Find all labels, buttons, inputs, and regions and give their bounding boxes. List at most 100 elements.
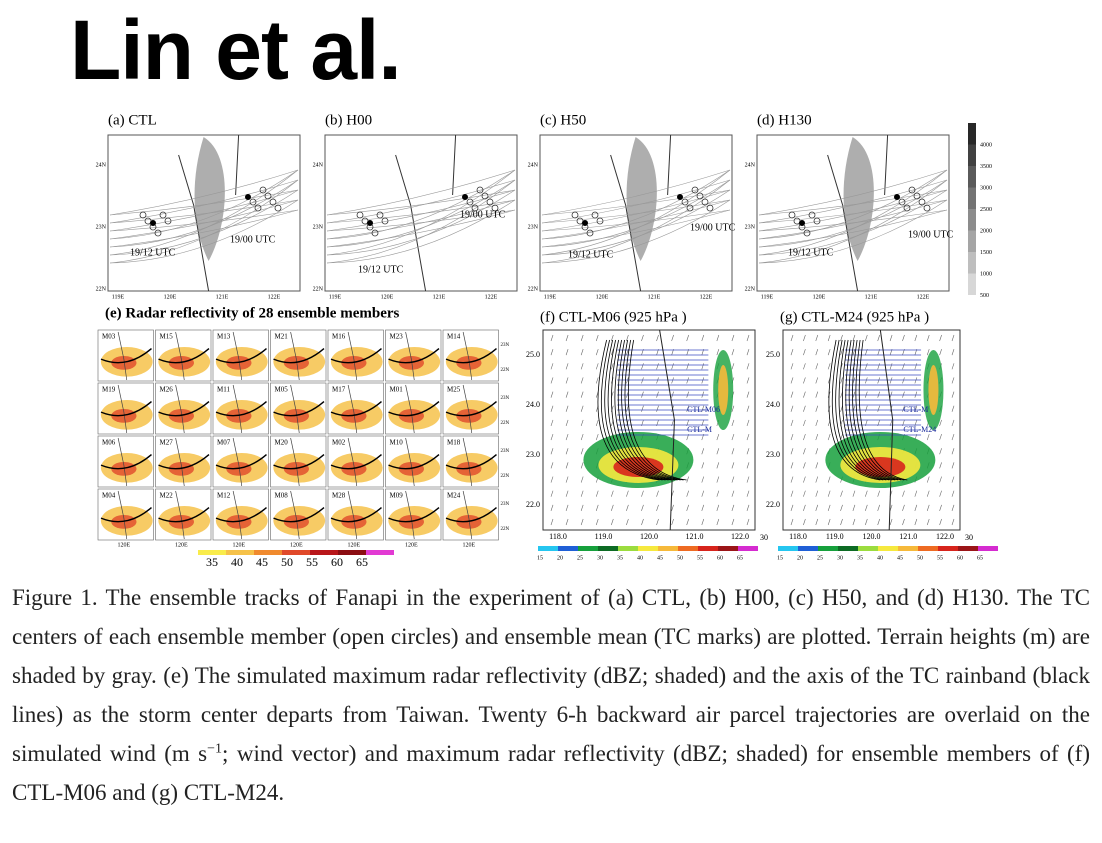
coastline <box>395 134 457 292</box>
wind-vector <box>827 490 831 497</box>
terrain <box>843 137 874 261</box>
colorbar-cell <box>968 230 976 252</box>
coastline <box>232 437 243 487</box>
mean-center <box>582 220 588 226</box>
member-center <box>571 211 579 219</box>
rainband-axis <box>100 507 152 523</box>
wind-vector <box>827 476 831 483</box>
trajectory <box>838 339 890 481</box>
member-center <box>164 217 172 225</box>
y-tick-label: 23N <box>313 224 324 230</box>
wind-vector <box>580 448 584 455</box>
wind-vector <box>716 349 720 356</box>
wind-vector <box>790 504 794 511</box>
rainband-axis <box>158 401 210 417</box>
rainband-axis <box>388 454 440 470</box>
terrain <box>194 137 225 261</box>
wind-vector <box>686 391 689 398</box>
coastline <box>117 437 128 487</box>
wind-vector <box>926 349 930 356</box>
x-tick-label: 121E <box>216 294 229 300</box>
rainband-axis <box>388 401 440 417</box>
trajectory <box>617 339 678 481</box>
x-tick-label: 121E <box>865 294 878 300</box>
wind-vector <box>565 448 569 455</box>
annotation: 19/00 UTC <box>690 222 736 233</box>
rainband-axis <box>445 454 497 470</box>
track <box>541 209 731 248</box>
coastline <box>117 331 128 381</box>
colorbar-cell <box>858 546 878 551</box>
member-label: M19 <box>102 386 116 394</box>
y-tick-label: 23N <box>501 502 510 507</box>
wind-vector <box>790 433 794 441</box>
y-tick-label: 25.0 <box>526 350 540 359</box>
trajectory <box>848 339 899 481</box>
wind-vector <box>840 504 843 511</box>
colorbar-cell <box>968 166 976 188</box>
annotation: 19/12 UTC <box>130 247 176 258</box>
wind-vector <box>803 490 806 497</box>
wind-vector <box>790 448 794 455</box>
wind-vector <box>877 518 880 526</box>
colorbar-cell <box>558 546 578 551</box>
wind-vector <box>939 462 942 469</box>
member-center <box>686 204 694 212</box>
wind-vector <box>611 504 614 511</box>
wind-vector <box>716 504 720 511</box>
wind-vector <box>902 363 905 370</box>
x-tick-label: 121E <box>433 294 446 300</box>
wind-vector <box>951 334 955 342</box>
wind-vector <box>716 490 720 497</box>
mean-center <box>462 194 468 200</box>
reflectivity <box>718 365 729 415</box>
member-center <box>466 198 474 206</box>
wind-vector <box>565 476 569 483</box>
y-tick-label: 24.0 <box>766 400 780 409</box>
wind-vector <box>803 334 806 342</box>
wind-vector <box>626 504 629 511</box>
wind-vector <box>951 419 955 427</box>
wind-vector <box>656 518 659 526</box>
wind-vector <box>939 334 942 342</box>
wind-vector <box>671 377 674 384</box>
wind-vector <box>701 363 705 370</box>
trajectory <box>614 339 675 481</box>
wind-vector <box>565 518 569 526</box>
colorbar-label: 1000 <box>980 271 992 277</box>
wind-vector <box>565 490 569 497</box>
wind-vector <box>686 363 689 370</box>
member-label: M06 <box>102 439 116 447</box>
wind-vector <box>939 518 942 526</box>
member-center <box>803 229 811 237</box>
y-tick-label: 22.0 <box>766 500 780 509</box>
track <box>541 169 731 256</box>
colorbar-label: 3500 <box>980 164 992 170</box>
coastline <box>405 384 415 434</box>
trajectory <box>835 339 887 481</box>
coastline <box>175 437 185 487</box>
wind-vector <box>611 490 614 497</box>
wind-vector <box>827 518 831 526</box>
member-center <box>923 204 931 212</box>
wind-vector <box>716 518 720 526</box>
wind-vector <box>550 377 554 384</box>
wind-vector <box>626 334 629 342</box>
wind-vector <box>746 377 750 384</box>
track <box>326 199 516 264</box>
wind-vector <box>565 405 569 412</box>
wind-vector <box>626 518 629 526</box>
wind-vector <box>565 462 569 469</box>
wind-vector <box>951 476 955 483</box>
coastline <box>405 490 415 540</box>
wind-vector <box>852 490 856 497</box>
colorbar-label: 25 <box>817 555 823 561</box>
member-label: M17 <box>332 386 346 394</box>
member-center <box>596 217 604 225</box>
colorbar-label: 500 <box>980 293 989 299</box>
wind-vector <box>550 334 554 342</box>
wind-vector <box>840 490 843 497</box>
colorbar-cell <box>958 546 978 551</box>
colorbar-label: 25 <box>577 555 583 561</box>
y-tick-label: 23N <box>501 449 510 454</box>
